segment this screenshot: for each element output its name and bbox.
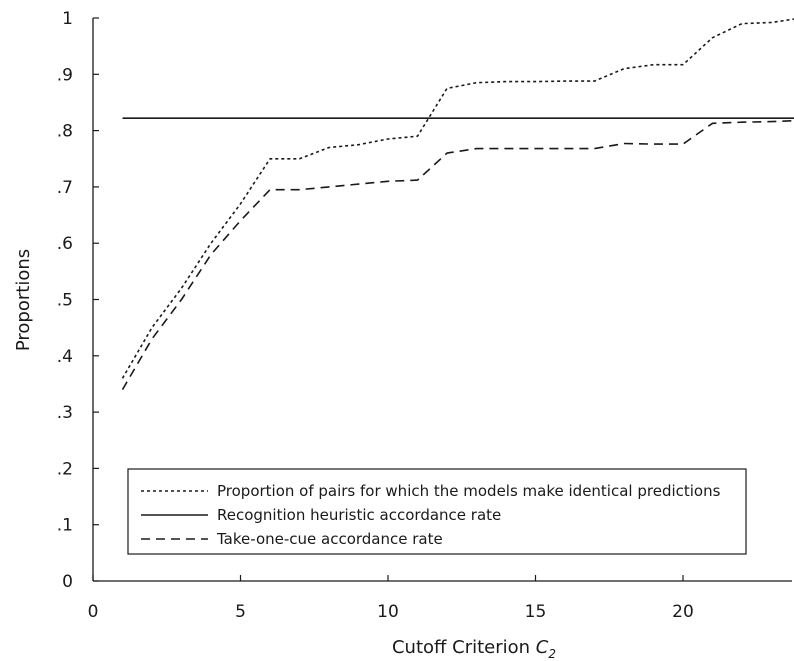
legend-item-take-one-cue: Take-one-cue accordance rate <box>141 530 443 548</box>
x-tick-label: 10 <box>377 602 399 622</box>
legend-label-take-one-cue: Take-one-cue accordance rate <box>216 530 443 548</box>
y-tick-label: .8 <box>57 122 73 142</box>
y-tick-label: .6 <box>57 234 73 254</box>
y-tick-label: .2 <box>57 459 73 479</box>
y-tick-label: .1 <box>57 516 73 536</box>
x-axis-title-main: Cutoff Criterion <box>392 637 536 658</box>
legend-item-recognition: Recognition heuristic accordance rate <box>141 506 501 524</box>
x-ticks: 0 5 10 15 20 <box>88 575 694 622</box>
y-tick-label: 1 <box>62 9 73 29</box>
y-tick-label: .3 <box>57 403 73 423</box>
y-tick-label: .4 <box>57 347 73 367</box>
x-tick-label: 5 <box>235 602 246 622</box>
x-tick-label: 15 <box>525 602 547 622</box>
x-axis-title: Cutoff Criterion C2 <box>392 637 556 661</box>
x-axis-title-variable: C <box>536 637 549 658</box>
y-axis-title: Proportions <box>13 249 34 351</box>
legend: Proportion of pairs for which the models… <box>127 468 747 555</box>
y-tick-label: .5 <box>57 291 73 311</box>
series-line-take-one-cue <box>121 119 794 391</box>
series-layer <box>121 18 794 391</box>
x-tick-label: 0 <box>88 602 99 622</box>
y-ticks: 0 .1 .2 .3 .4 .5 .6 .7 .8 .9 1 <box>57 9 99 592</box>
legend-label-recognition: Recognition heuristic accordance rate <box>217 506 501 524</box>
x-axis-title-subscript: 2 <box>548 647 556 661</box>
x-tick-label: 20 <box>672 602 694 622</box>
legend-label-identical: Proportion of pairs for which the models… <box>217 482 721 500</box>
y-tick-label: .9 <box>57 65 73 85</box>
legend-box <box>127 468 747 555</box>
y-tick-label: 0 <box>62 572 73 592</box>
series-line-identical-predictions <box>121 18 794 379</box>
y-tick-label: .7 <box>57 178 73 198</box>
legend-item-identical: Proportion of pairs for which the models… <box>141 482 721 500</box>
